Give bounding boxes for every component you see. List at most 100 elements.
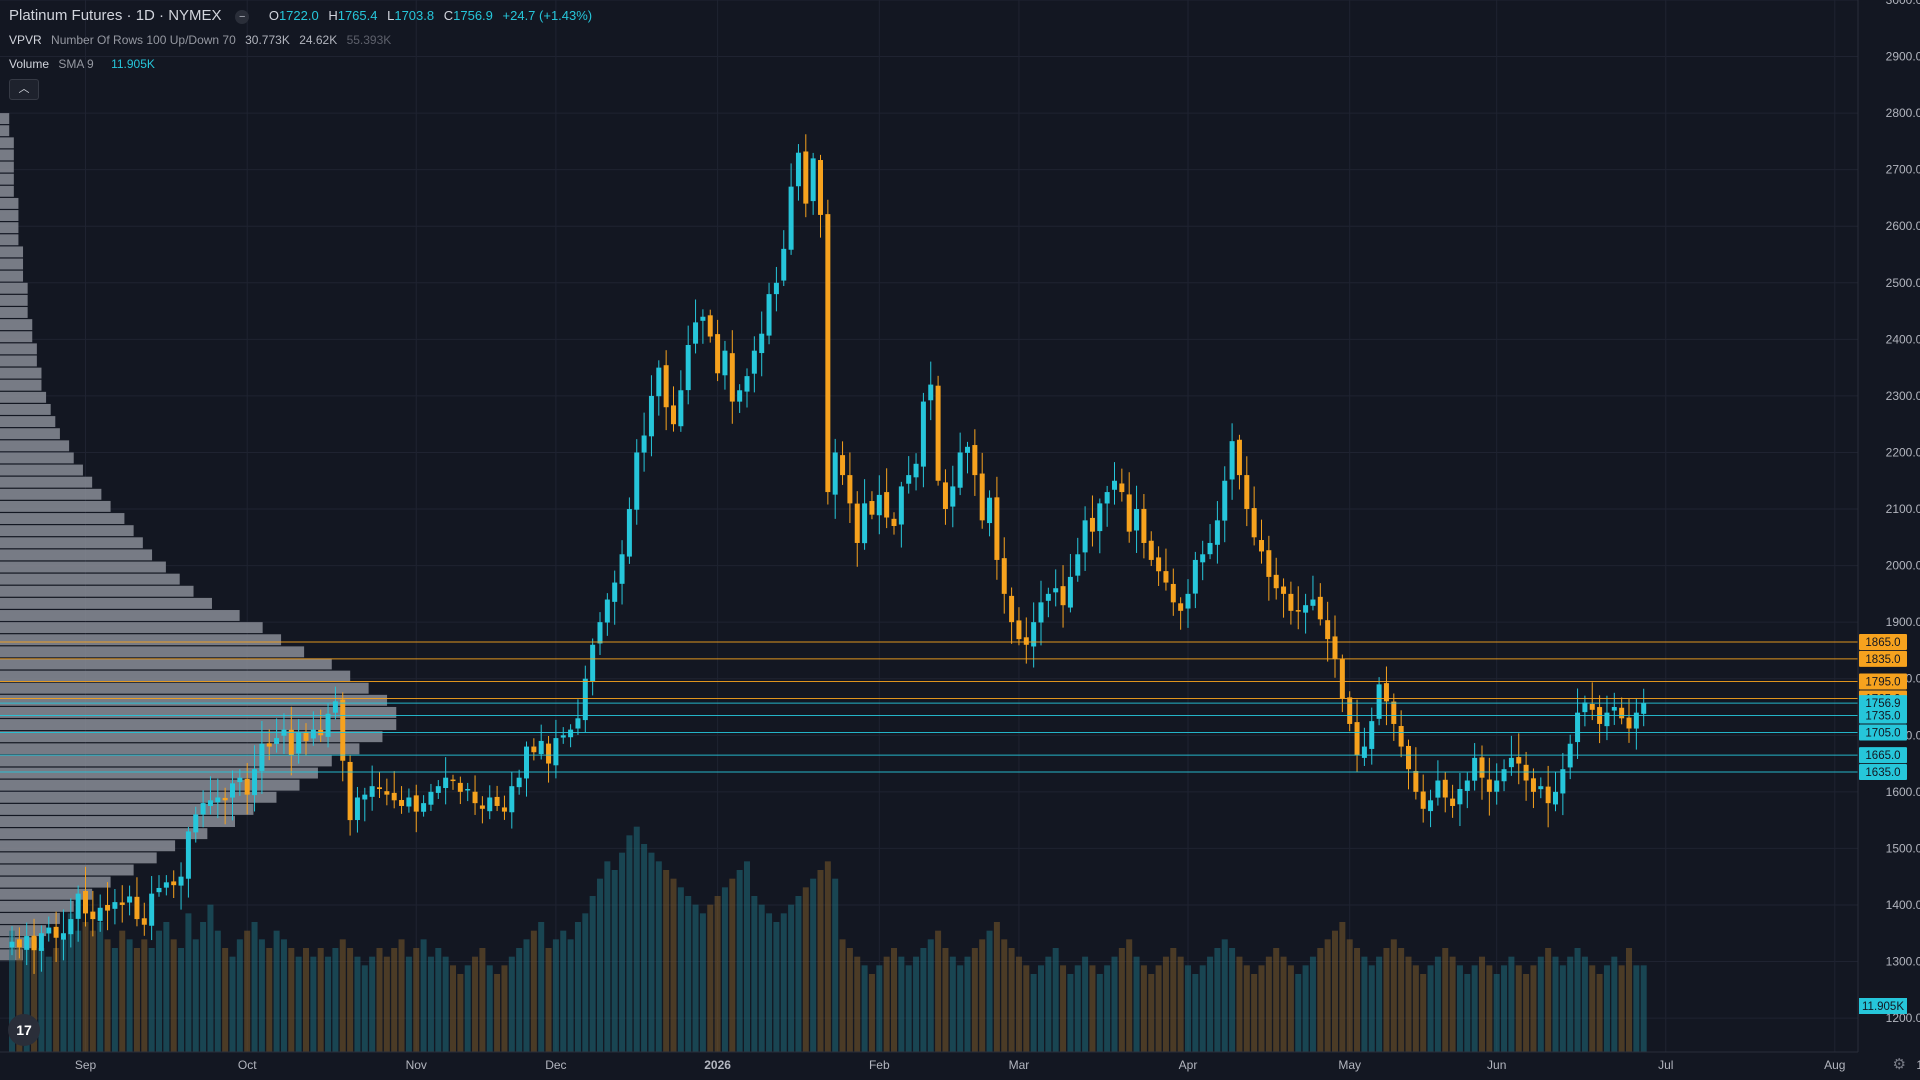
price-label: 1635.0: [1865, 767, 1900, 779]
candle-body: [1053, 588, 1059, 593]
settings-gear-icon[interactable]: ⚙: [1892, 1056, 1906, 1073]
candle-body: [862, 503, 868, 544]
volume-bar: [971, 948, 978, 1052]
candle-body: [501, 807, 507, 812]
volume-bar: [1104, 965, 1111, 1052]
volume-bar: [354, 956, 361, 1052]
vpvr-row: [0, 803, 254, 815]
candle-body: [97, 907, 103, 921]
candle-body: [215, 797, 221, 803]
volume-bar: [1626, 948, 1632, 1052]
candle-body: [377, 787, 382, 789]
candle-body: [1082, 520, 1088, 553]
symbol-title[interactable]: Platinum Futures · 1D · NYMEX: [9, 7, 222, 24]
volume-bar: [133, 948, 140, 1052]
vpvr-row: [0, 149, 14, 161]
volume-bar: [508, 956, 515, 1052]
candle-body: [1097, 503, 1103, 532]
vpvr-row: [0, 585, 194, 597]
candle-body: [1486, 779, 1492, 792]
vpvr-row: [0, 452, 74, 464]
candle-body: [1325, 620, 1331, 640]
volume-bar: [141, 939, 148, 1052]
volume-name: Volume: [9, 57, 50, 71]
candle-body: [810, 158, 816, 202]
volume-bar: [1471, 965, 1478, 1052]
volume-bar: [435, 948, 442, 1052]
price-axis[interactable]: [1858, 0, 1920, 1080]
volume-bar: [523, 939, 530, 1052]
candle-body: [906, 475, 912, 484]
candle-body: [531, 746, 537, 753]
vpvr-row: [0, 403, 51, 415]
time-tick-label: Oct: [238, 1058, 257, 1072]
candle-body: [1031, 622, 1037, 647]
vpvr-value-1: 30.773K: [245, 33, 290, 47]
candle-body: [303, 731, 309, 741]
volume-bar: [156, 930, 162, 1052]
candle-body: [1045, 593, 1051, 601]
volume-bar: [935, 930, 942, 1052]
candle-body: [1214, 520, 1220, 545]
volume-bar: [1383, 948, 1390, 1052]
candle-body: [1236, 439, 1242, 476]
candle-body: [1016, 620, 1022, 640]
volume-bar: [810, 878, 817, 1052]
candle-body: [619, 554, 625, 584]
candle-body: [391, 792, 397, 801]
volume-bar: [685, 896, 692, 1052]
candle-body: [24, 936, 30, 950]
volume-bar: [721, 887, 728, 1052]
candle-body: [575, 718, 581, 729]
volume-bar: [104, 939, 111, 1052]
volume-bar: [310, 956, 317, 1052]
volume-bar: [398, 939, 405, 1052]
volume-bar: [795, 896, 802, 1052]
vpvr-row: [0, 913, 60, 924]
vpvr-row: [0, 610, 240, 621]
time-tick-label: 18: [1916, 1058, 1920, 1072]
volume-bar: [266, 948, 273, 1052]
vpvr-row: [0, 561, 166, 573]
collapse-legend-button[interactable]: ︿: [9, 79, 39, 100]
candle-body: [1553, 791, 1558, 805]
candle-body: [1332, 636, 1338, 659]
vpvr-row: [0, 391, 47, 403]
volume-bar: [251, 922, 258, 1052]
volume-bar: [442, 956, 449, 1052]
volume-bar: [1530, 965, 1537, 1052]
candle-body: [1170, 583, 1176, 603]
vpvr-legend[interactable]: VPVR Number Of Rows 100 Up/Down 70 30.77…: [9, 33, 397, 47]
volume-bar: [163, 922, 170, 1052]
vpvr-row: [0, 367, 42, 379]
time-tick-label: Jun: [1487, 1058, 1506, 1072]
volume-bar: [1390, 939, 1397, 1052]
candle-body: [60, 933, 66, 940]
volume-bar: [1177, 956, 1184, 1052]
volume-value: 11.905K: [111, 57, 155, 71]
volume-bar: [1508, 956, 1515, 1052]
volume-bar: [339, 939, 346, 1052]
candle-body: [1420, 791, 1426, 809]
candle-body: [1391, 701, 1397, 724]
volume-bar: [1427, 965, 1434, 1052]
candle-body: [1273, 574, 1279, 589]
volume-legend[interactable]: Volume SMA 9 11.905K: [9, 57, 161, 71]
candle-body: [75, 893, 81, 919]
volume-bar: [957, 965, 964, 1052]
candle-body: [1361, 746, 1367, 758]
time-tick-label: Nov: [406, 1058, 427, 1072]
volume-bar: [1243, 965, 1250, 1052]
price-label: 1865.0: [1865, 637, 1900, 649]
tradingview-logo-icon[interactable]: 17: [8, 1014, 40, 1046]
volume-bar: [552, 939, 559, 1052]
price-tick-label: 1900.0: [1886, 615, 1920, 629]
eye-icon[interactable]: −: [235, 9, 250, 24]
volume-bar: [655, 861, 662, 1052]
volume-bar: [464, 965, 471, 1052]
vpvr-row: [0, 173, 14, 185]
volume-bar: [420, 939, 427, 1052]
vpvr-row: [0, 500, 111, 512]
